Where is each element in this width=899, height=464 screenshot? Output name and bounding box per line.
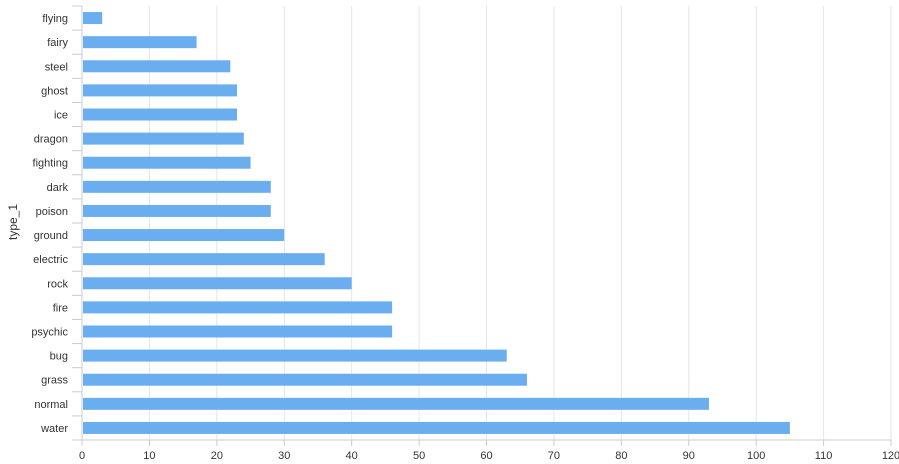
- bar-psychic: [83, 325, 393, 338]
- y-tick-label: poison: [36, 206, 68, 218]
- bar-fire: [83, 301, 393, 314]
- y-tick-label: fighting: [33, 158, 68, 170]
- x-tick-label: 110: [815, 450, 833, 462]
- x-tick-label: 30: [278, 450, 290, 462]
- bar-dark: [83, 180, 271, 193]
- x-tick-label: 100: [747, 450, 765, 462]
- bar-poison: [83, 204, 271, 217]
- bars: [83, 12, 790, 434]
- y-tick-label: normal: [34, 399, 68, 411]
- bar-dragon: [83, 132, 244, 145]
- x-tick-label: 20: [211, 450, 223, 462]
- y-tick-label: dragon: [34, 134, 68, 146]
- bar-water: [83, 421, 790, 434]
- x-axis: 0 10 20 30 40 50 60 70 80 90 100 110 120: [79, 439, 899, 462]
- bar-bug: [83, 349, 507, 362]
- y-tick-label: bug: [50, 351, 68, 363]
- y-tick-label: flying: [42, 13, 68, 25]
- x-tick-label: 90: [683, 450, 695, 462]
- y-tick-label: grass: [41, 375, 68, 387]
- x-tick-label: 50: [413, 450, 425, 462]
- x-tick-label: 0: [79, 450, 85, 462]
- x-tick-label: 10: [143, 450, 155, 462]
- y-tick-label: ground: [34, 230, 68, 242]
- x-tick-label: 120: [882, 450, 899, 462]
- bar-fighting: [83, 156, 251, 169]
- y-axis-title: type_1: [6, 204, 20, 240]
- grid-lines: [148, 6, 892, 440]
- y-tick-label: dark: [47, 182, 69, 194]
- y-tick-label: water: [40, 423, 68, 435]
- y-tick-label: ice: [54, 110, 68, 122]
- x-tick-label: 40: [346, 450, 358, 462]
- bar-grass: [83, 373, 527, 386]
- bar-electric: [83, 253, 325, 266]
- bar-normal: [83, 397, 709, 410]
- y-tick-label: fire: [53, 302, 68, 314]
- y-tick-label: ghost: [41, 85, 68, 97]
- bar-fairy: [83, 36, 197, 49]
- bar-flying: [83, 12, 103, 25]
- y-tick-label: fairy: [47, 37, 68, 49]
- y-tick-label: rock: [47, 278, 68, 290]
- x-tick-label: 60: [480, 450, 492, 462]
- x-tick-label: 70: [548, 450, 560, 462]
- y-tick-label: psychic: [31, 327, 68, 339]
- bar-ground: [83, 229, 285, 242]
- bar-ice: [83, 108, 238, 121]
- bar-steel: [83, 60, 231, 73]
- y-tick-label: steel: [45, 61, 68, 73]
- bar-ghost: [83, 84, 238, 97]
- y-tick-label: electric: [33, 254, 68, 266]
- bar-rock: [83, 277, 352, 290]
- x-tick-label: 80: [615, 450, 627, 462]
- y-axis: flying fairy steel ghost ice dragon fighting da…: [31, 5, 83, 441]
